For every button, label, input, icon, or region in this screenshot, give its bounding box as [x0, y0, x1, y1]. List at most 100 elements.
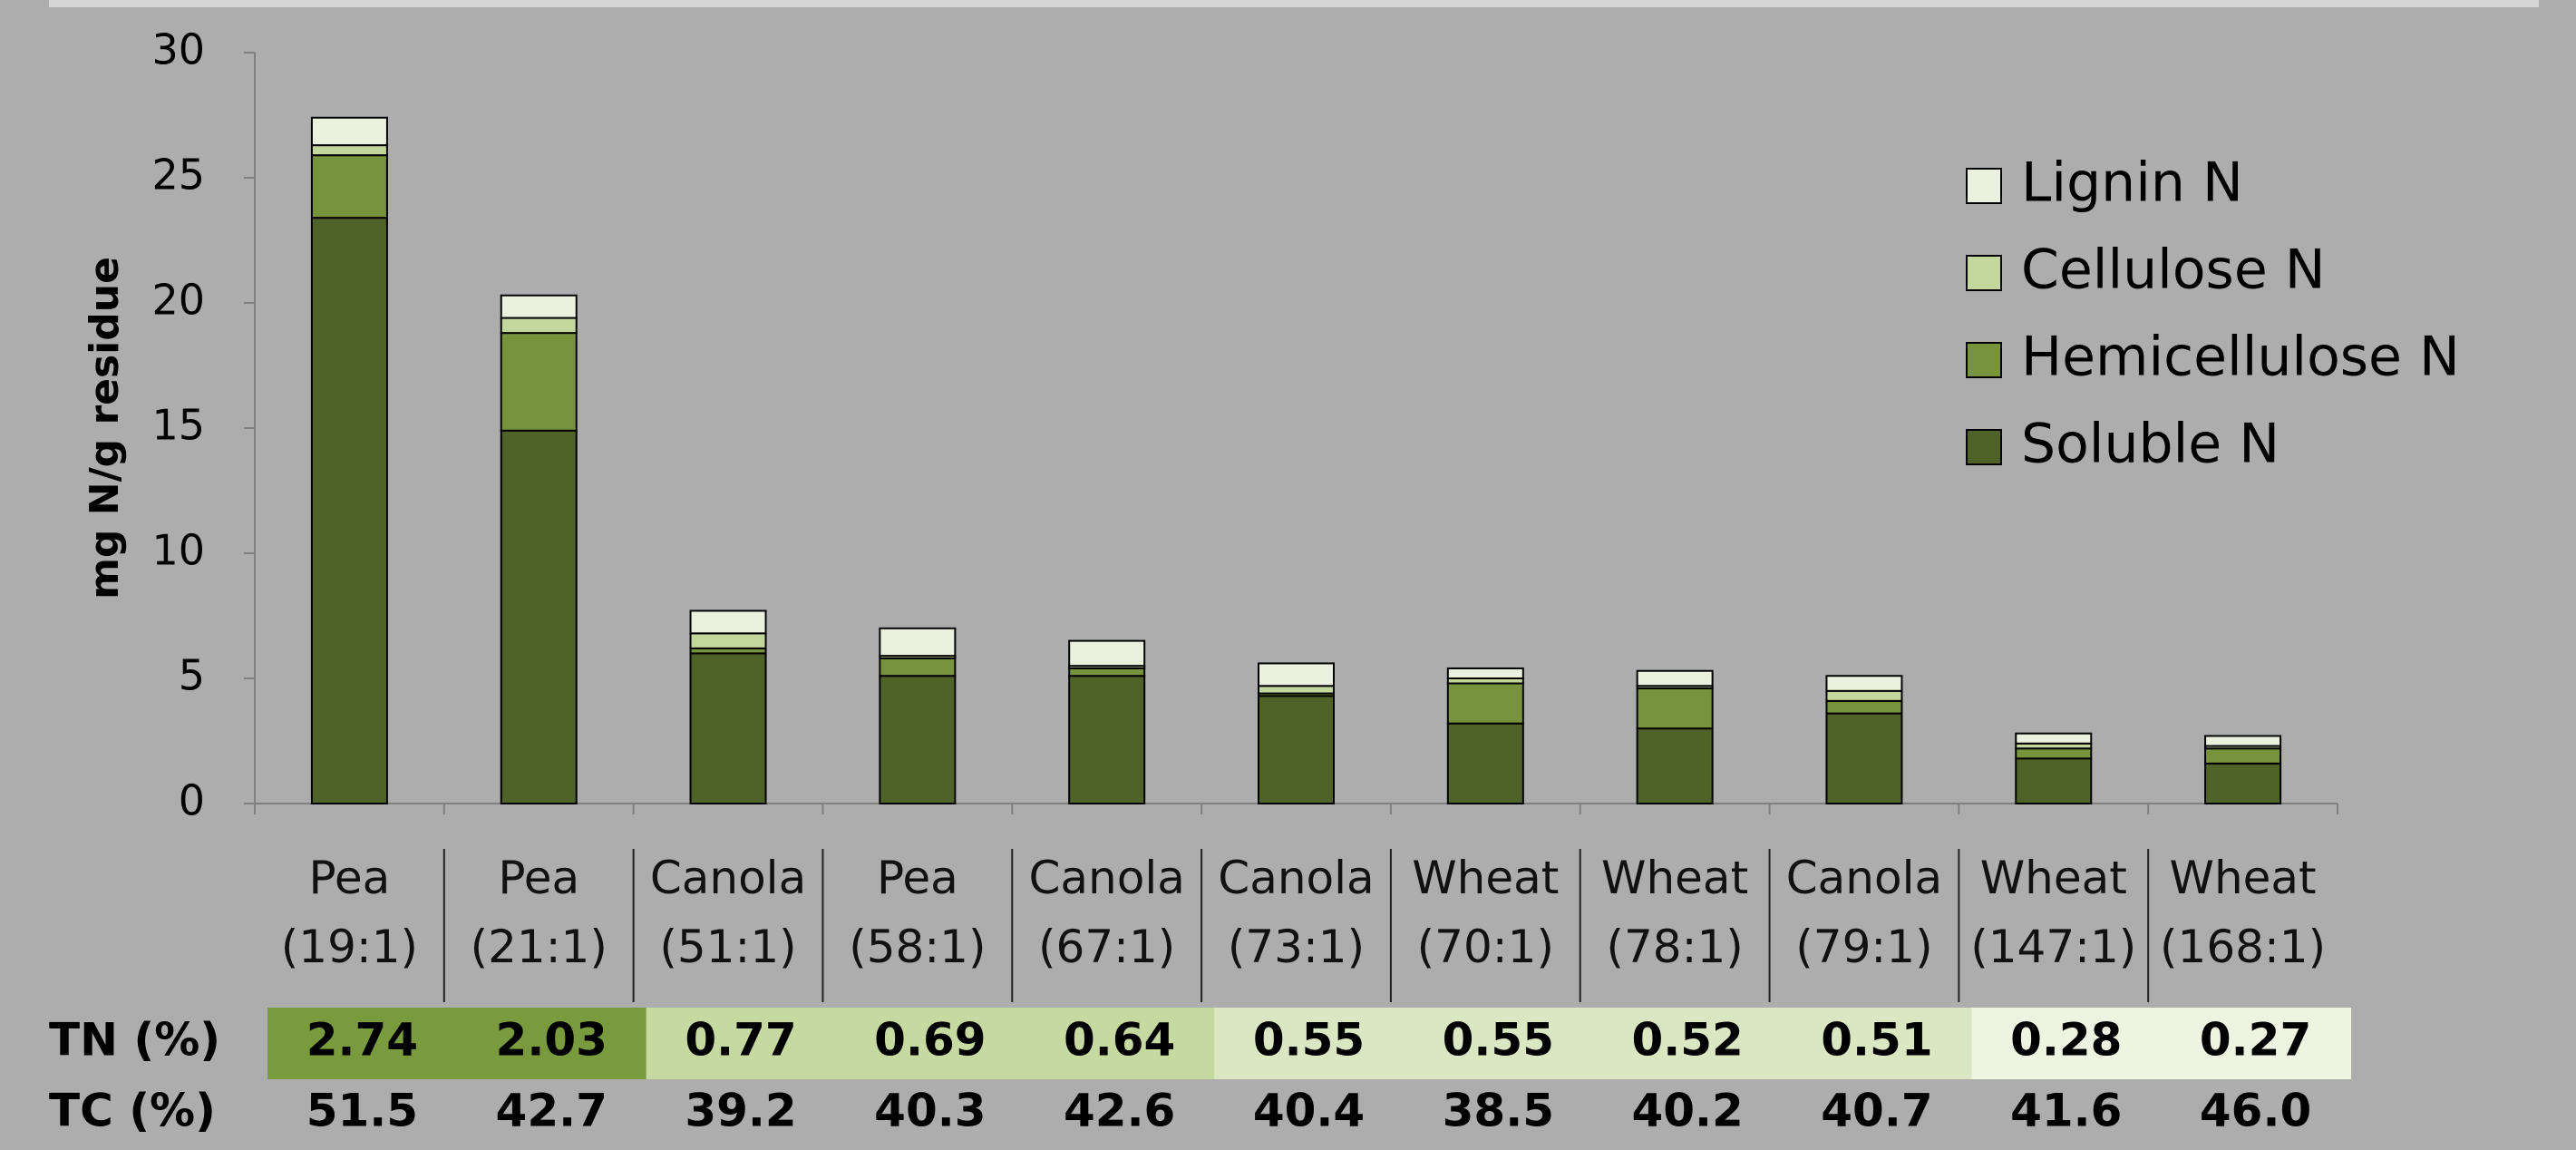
table-value: 0.27	[2200, 1014, 2311, 1067]
bar-segment	[1446, 682, 1524, 725]
bar-segment	[1825, 712, 1903, 805]
x-tick-label: Canola (67:1)	[1028, 852, 1185, 973]
top-strip	[49, 0, 2539, 7]
table-cell	[2161, 1008, 2351, 1079]
x-tick-label: Canola (73:1)	[1218, 852, 1375, 973]
table-value: 41.6	[2010, 1085, 2122, 1137]
table-value: 38.5	[1443, 1085, 1554, 1137]
table-value: 2.03	[496, 1014, 608, 1067]
bar-segment	[689, 609, 767, 635]
bar-segment	[1068, 667, 1146, 677]
y-tick-label: 10	[151, 526, 205, 575]
table-value: 0.77	[685, 1014, 796, 1067]
table-cell	[646, 1008, 837, 1079]
bar-segment	[1258, 685, 1335, 695]
x-tick-label: Canola (51:1)	[649, 852, 807, 973]
bar-segment	[500, 332, 578, 432]
bar-segment	[310, 144, 388, 157]
bar-segment	[2204, 762, 2282, 805]
table-value: 0.64	[1064, 1014, 1175, 1067]
table-value: 0.69	[874, 1014, 986, 1067]
bar-segment	[689, 632, 767, 649]
table-cell	[267, 1008, 458, 1079]
table-value: 0.55	[1443, 1014, 1554, 1067]
table-cell	[1971, 1008, 2163, 1079]
table-value: 40.2	[1631, 1085, 1743, 1137]
table-cell	[1403, 1008, 1594, 1079]
table-value: 0.28	[2010, 1014, 2122, 1067]
table-cell	[1214, 1008, 1405, 1079]
table-value: 0.52	[1631, 1014, 1743, 1067]
bar-segment	[1636, 669, 1714, 687]
bar-segment	[1068, 639, 1146, 668]
legend-label: Lignin N	[2021, 151, 2243, 215]
legend-swatch	[1966, 168, 2002, 204]
table-value: 42.7	[496, 1085, 608, 1137]
bar-segment	[1258, 662, 1335, 687]
bar-segment	[310, 217, 388, 805]
bar-segment	[1825, 699, 1903, 715]
table-value: 42.6	[1064, 1085, 1175, 1137]
bar-segment	[1825, 675, 1903, 692]
x-tick-label: Pea (19:1)	[280, 852, 419, 973]
y-tick-label: 30	[151, 25, 205, 74]
bar-segment	[879, 627, 957, 658]
x-tick-label: Canola (79:1)	[1785, 852, 1943, 973]
y-axis-title: mg N/g residue	[82, 257, 128, 599]
table-cell	[456, 1008, 647, 1079]
y-tick-label: 0	[179, 776, 205, 825]
table-value: 2.74	[306, 1014, 418, 1067]
table-value: 0.51	[1821, 1014, 1932, 1067]
bar-segment	[310, 116, 388, 147]
bar-segment	[1258, 695, 1335, 805]
bar-segment	[1825, 689, 1903, 702]
legend-swatch	[1966, 342, 2002, 378]
legend-swatch	[1966, 429, 2002, 465]
table-cell	[1592, 1008, 1784, 1079]
table-value: 46.0	[2200, 1085, 2311, 1137]
legend-swatch	[1966, 255, 2002, 291]
row-label: TN (%)	[49, 1014, 220, 1067]
table-value: 51.5	[306, 1085, 418, 1137]
table-value: 39.2	[685, 1085, 796, 1137]
y-tick-label: 20	[151, 276, 205, 325]
bar-segment	[500, 429, 578, 804]
row-label: TC (%)	[49, 1085, 216, 1137]
bar-segment	[1446, 722, 1524, 804]
y-tick-label: 15	[151, 401, 205, 450]
bar-segment	[1636, 727, 1714, 805]
x-tick-label: Pea (58:1)	[849, 852, 987, 973]
legend-label: Soluble N	[2021, 413, 2280, 476]
bar-segment	[2015, 747, 2093, 760]
table-cell	[835, 1008, 1026, 1079]
bar-segment	[1068, 675, 1146, 804]
table-cell	[1782, 1008, 1973, 1079]
table-cell	[1025, 1008, 1216, 1079]
bar-segment	[500, 317, 578, 335]
bar-segment	[689, 652, 767, 805]
bar-segment	[1446, 667, 1524, 680]
x-tick-label: Wheat (70:1)	[1412, 852, 1560, 973]
bar-segment	[1636, 687, 1714, 730]
bar-segment	[2015, 732, 2093, 745]
legend-label: Hemicellulose N	[2021, 326, 2460, 389]
bar-segment	[2204, 735, 2282, 747]
bar-segment	[2204, 747, 2282, 765]
x-tick-label: Wheat (147:1)	[1970, 852, 2137, 973]
table-value: 40.3	[874, 1085, 986, 1137]
y-tick-label: 25	[151, 151, 205, 200]
table-value: 40.4	[1253, 1085, 1365, 1137]
x-tick-label: Wheat (168:1)	[2160, 852, 2327, 973]
bar-segment	[500, 294, 578, 319]
table-value: 40.7	[1821, 1085, 1932, 1137]
bar-segment	[879, 675, 957, 804]
bar-segment	[2015, 757, 2093, 805]
x-tick-label: Wheat (78:1)	[1601, 852, 1749, 973]
y-tick-label: 5	[179, 651, 205, 700]
bar-segment	[879, 657, 957, 677]
legend-label: Cellulose N	[2021, 239, 2326, 302]
x-tick-label: Pea (21:1)	[470, 852, 608, 973]
bar-segment	[310, 154, 388, 219]
